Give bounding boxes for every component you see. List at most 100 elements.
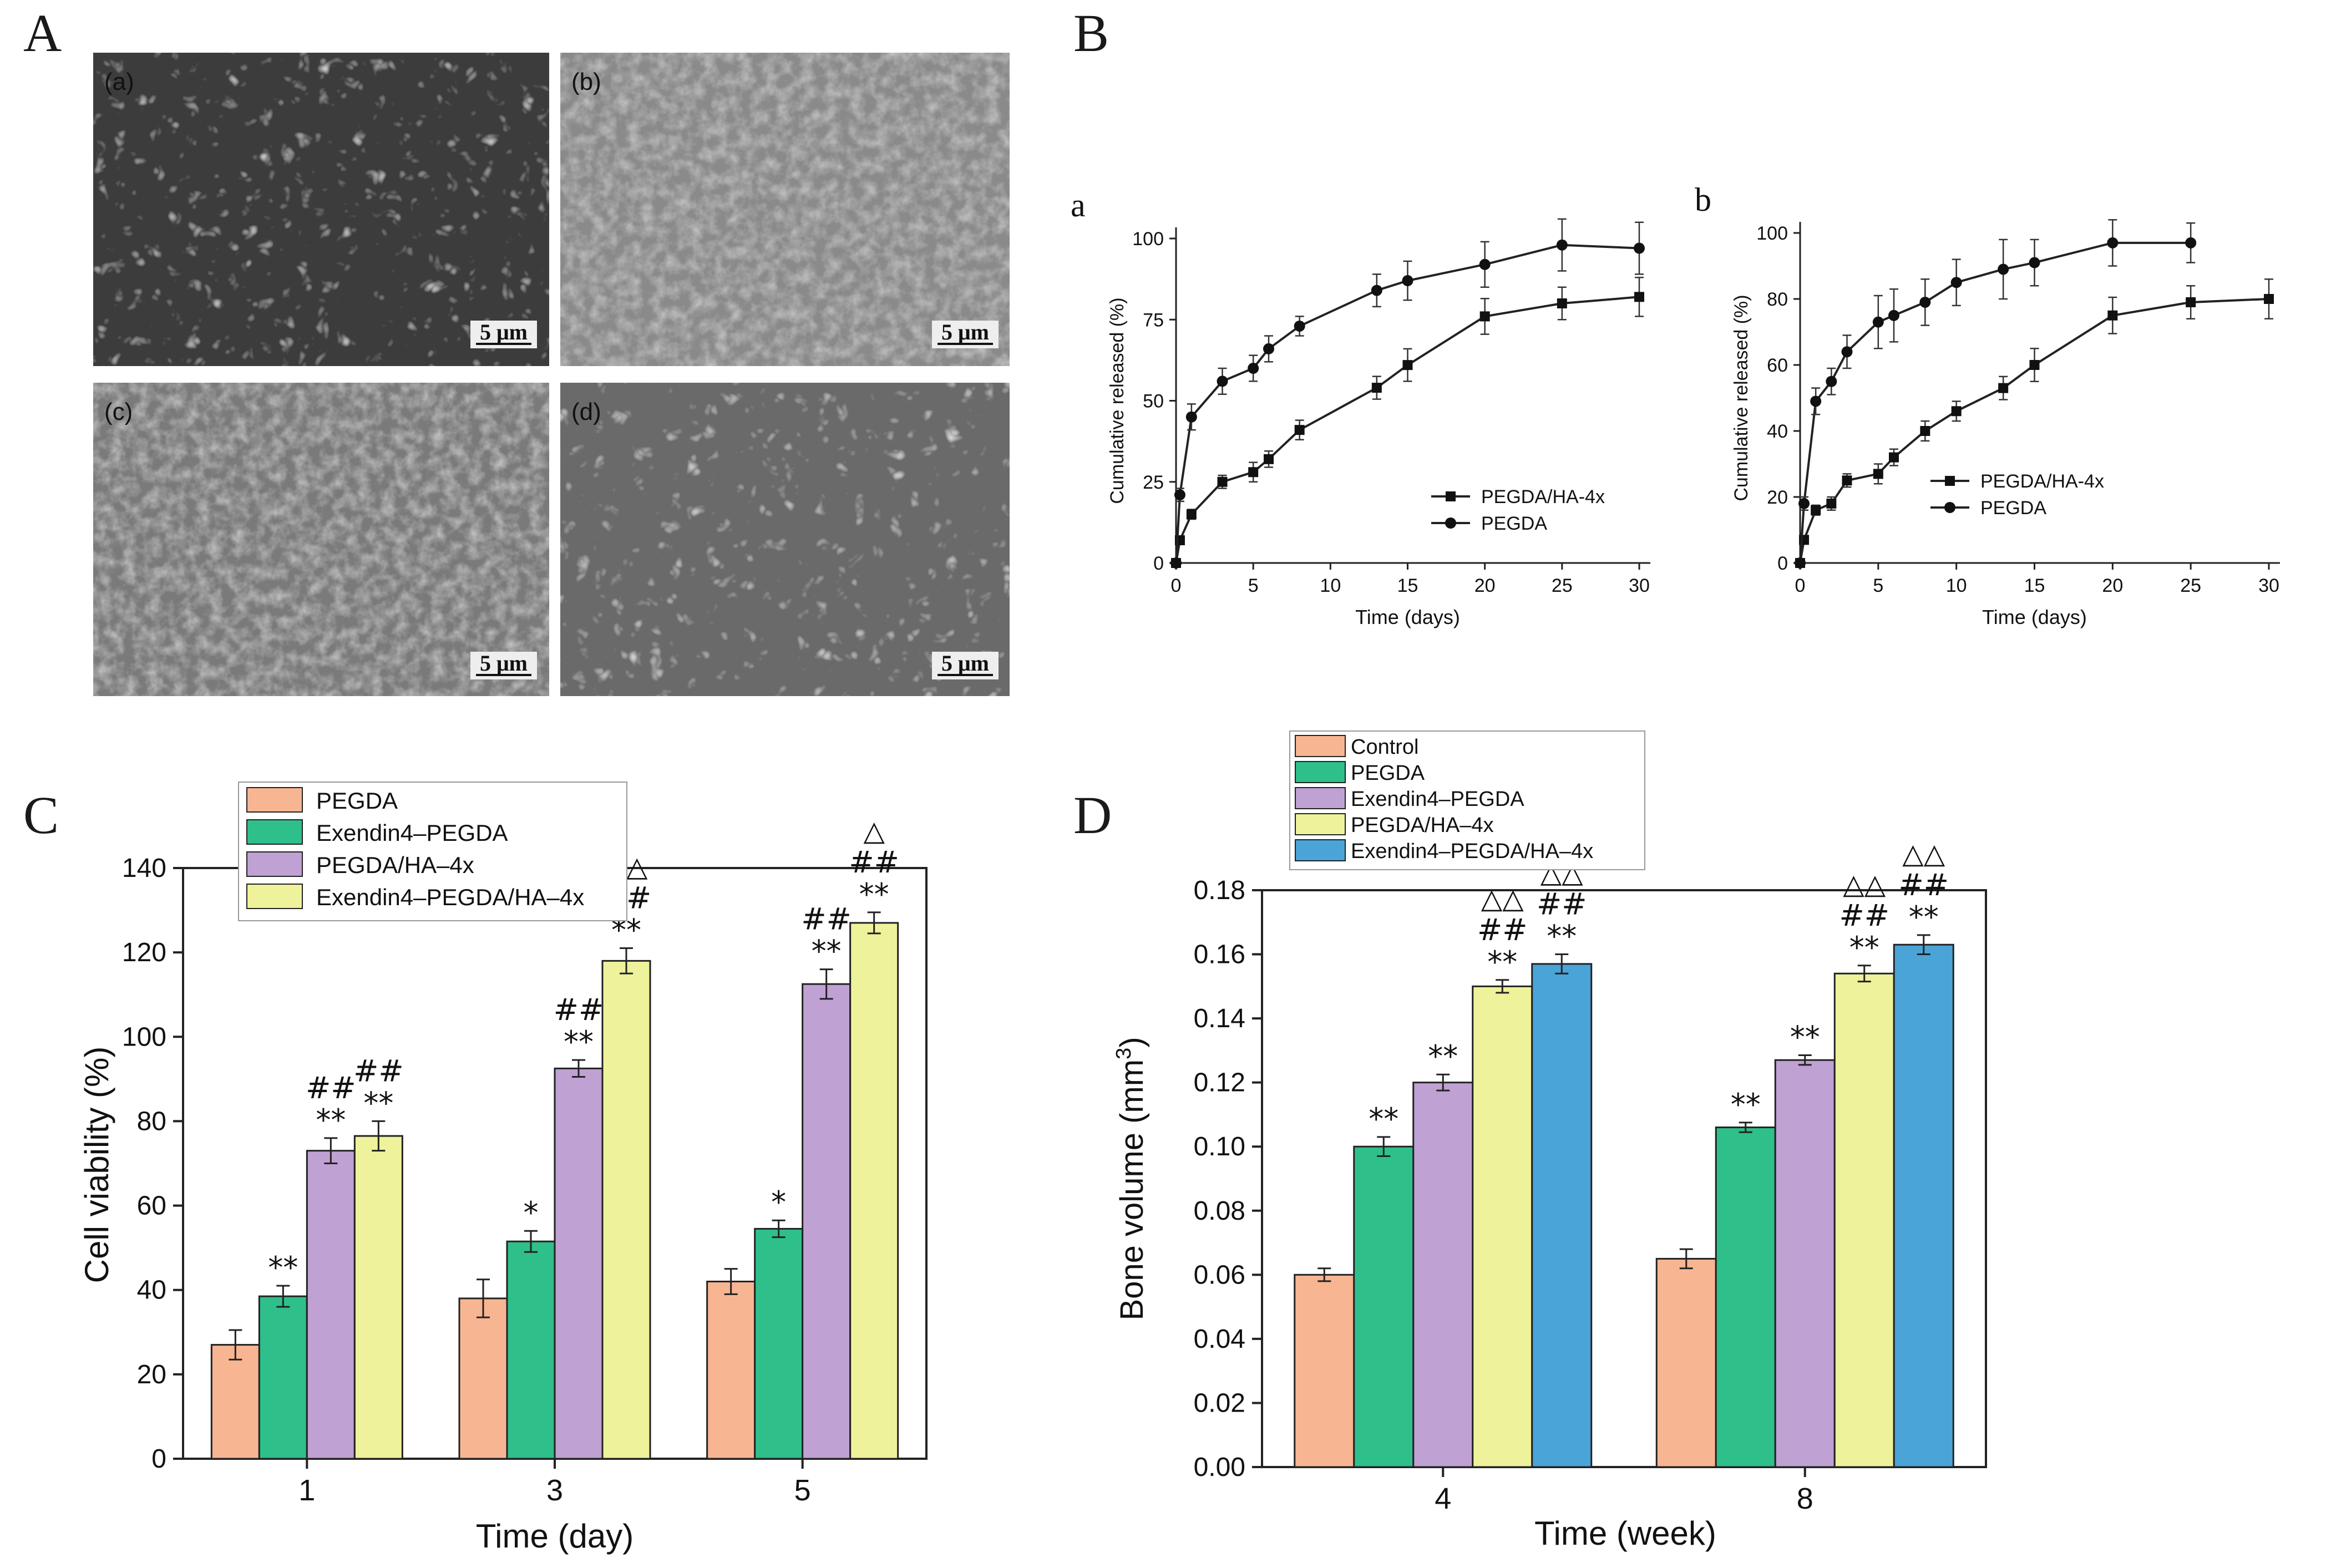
y-axis-title: Bone volume (mm3) — [1112, 1037, 1150, 1320]
significance-mark: ## — [801, 902, 852, 937]
data-point — [1998, 383, 2009, 393]
data-point — [2185, 237, 2197, 248]
data-point — [1950, 277, 1962, 288]
y-tick-label: 0.00 — [1194, 1453, 1245, 1482]
y-tick-label: 50 — [1143, 391, 1164, 412]
panel-letter-a: A — [23, 3, 62, 63]
significance-mark: ** — [1487, 945, 1517, 980]
sem-image-d-label: (d) — [571, 398, 601, 425]
data-point — [1557, 298, 1567, 308]
y-tick-label: 100 — [1132, 229, 1164, 250]
scale-bar-a-text: 5 μm — [480, 319, 528, 344]
x-tick-label: 10 — [1946, 575, 1967, 596]
bar — [1472, 985, 1533, 1468]
x-tick-label: 30 — [1629, 575, 1650, 596]
legend-label: Exendin4–PEGDA/HA–4x — [316, 884, 584, 910]
significance-mark: ** — [564, 1024, 594, 1059]
bar — [1412, 1082, 1474, 1468]
data-point — [1371, 285, 1382, 296]
data-point — [1479, 258, 1491, 270]
bar — [1294, 1273, 1355, 1468]
significance-mark: △ — [863, 815, 885, 847]
chart-sub-label: b — [1695, 181, 1711, 218]
x-tick-label: 25 — [1552, 575, 1573, 596]
data-point — [2029, 257, 2040, 268]
y-tick-label: 80 — [137, 1107, 166, 1136]
y-tick-label: 100 — [1756, 223, 1788, 244]
data-point — [1634, 242, 1645, 254]
y-tick-label: 0.04 — [1194, 1325, 1245, 1354]
data-point — [2186, 297, 2196, 307]
panel-d: D 0.000.020.040.060.080.100.120.140.160.… — [1073, 730, 1987, 1552]
data-point — [1248, 467, 1259, 478]
legend-label: PEGDA — [1980, 498, 2046, 519]
data-point — [1811, 505, 1821, 515]
y-tick-label: 20 — [1767, 487, 1788, 508]
data-point — [1402, 360, 1413, 371]
bar — [1715, 1126, 1776, 1468]
significance-mark: ## — [353, 1053, 404, 1088]
data-point — [1217, 476, 1228, 487]
data-point — [1841, 346, 1853, 358]
legend-label: Control — [1351, 735, 1419, 759]
y-tick-label: 40 — [1767, 421, 1788, 442]
x-tick-label: 0 — [1171, 575, 1182, 596]
significance-mark: * — [771, 1185, 786, 1220]
x-tick-label: 4 — [1435, 1482, 1451, 1515]
significance-mark: △△ — [1843, 868, 1886, 900]
significance-mark: ** — [1369, 1102, 1398, 1136]
x-tick-label: 5 — [1873, 575, 1883, 596]
y-tick-label: 0.16 — [1194, 940, 1245, 970]
sem-image-c: (c) 5 μm — [93, 383, 549, 696]
x-tick-label: 8 — [1797, 1482, 1813, 1515]
data-point — [2107, 237, 2119, 248]
significance-mark: ## — [1477, 912, 1528, 947]
data-point — [1826, 375, 1837, 387]
data-point — [1998, 263, 2009, 275]
scale-bar-d-text: 5 μm — [941, 651, 989, 676]
significance-mark: ** — [1909, 900, 1939, 935]
y-axis-title: Cumulative released (%) — [1731, 295, 1752, 501]
bar — [1774, 1059, 1836, 1468]
legend-marker — [1445, 517, 1456, 529]
legend-swatch — [1295, 761, 1346, 783]
bar — [306, 1150, 356, 1460]
series-line — [1799, 298, 2269, 564]
legend-label: Exendin4–PEGDA/HA–4x — [1351, 840, 1593, 863]
significance-mark: ## — [1899, 867, 1949, 902]
legend-label: PEGDA/HA-4x — [1481, 486, 1605, 508]
data-point — [1920, 426, 1930, 436]
x-axis-title: Time (days) — [1355, 606, 1460, 628]
scale-bar-b-text: 5 μm — [941, 319, 989, 344]
bar — [1531, 963, 1593, 1468]
significance-mark: ## — [1839, 898, 1890, 933]
legend-marker — [1446, 491, 1456, 501]
significance-mark: ** — [316, 1103, 346, 1138]
y-tick-label: 20 — [137, 1360, 166, 1389]
x-tick-label: 10 — [1320, 575, 1341, 596]
series-line — [1175, 296, 1640, 564]
bar — [554, 1067, 604, 1460]
significance-mark: * — [524, 1195, 539, 1230]
bar — [802, 983, 852, 1460]
y-tick-label: 0.18 — [1194, 876, 1245, 905]
x-tick-label: 5 — [794, 1474, 811, 1507]
y-tick-label: 60 — [1767, 355, 1788, 376]
data-point — [2107, 310, 2118, 321]
data-point — [1634, 292, 1644, 302]
data-point — [1798, 498, 1810, 509]
significance-mark: ## — [554, 992, 604, 1027]
sem-image-b: (b) 5 μm — [560, 53, 1010, 366]
panel-c: C 0204060801001201401****##**##3***##**#… — [23, 782, 928, 1555]
legend-marker — [1945, 476, 1955, 486]
legend-swatch — [1295, 735, 1346, 757]
legend-box — [238, 782, 627, 921]
bar — [849, 922, 899, 1460]
x-tick-label: 15 — [2024, 575, 2045, 596]
significance-mark: ** — [1547, 919, 1577, 954]
y-tick-label: 120 — [122, 938, 166, 967]
sem-image-d-texture — [560, 383, 1010, 696]
significance-mark: ** — [1731, 1087, 1761, 1122]
y-tick-label: 0 — [1777, 553, 1788, 574]
y-tick-label: 140 — [122, 854, 166, 883]
